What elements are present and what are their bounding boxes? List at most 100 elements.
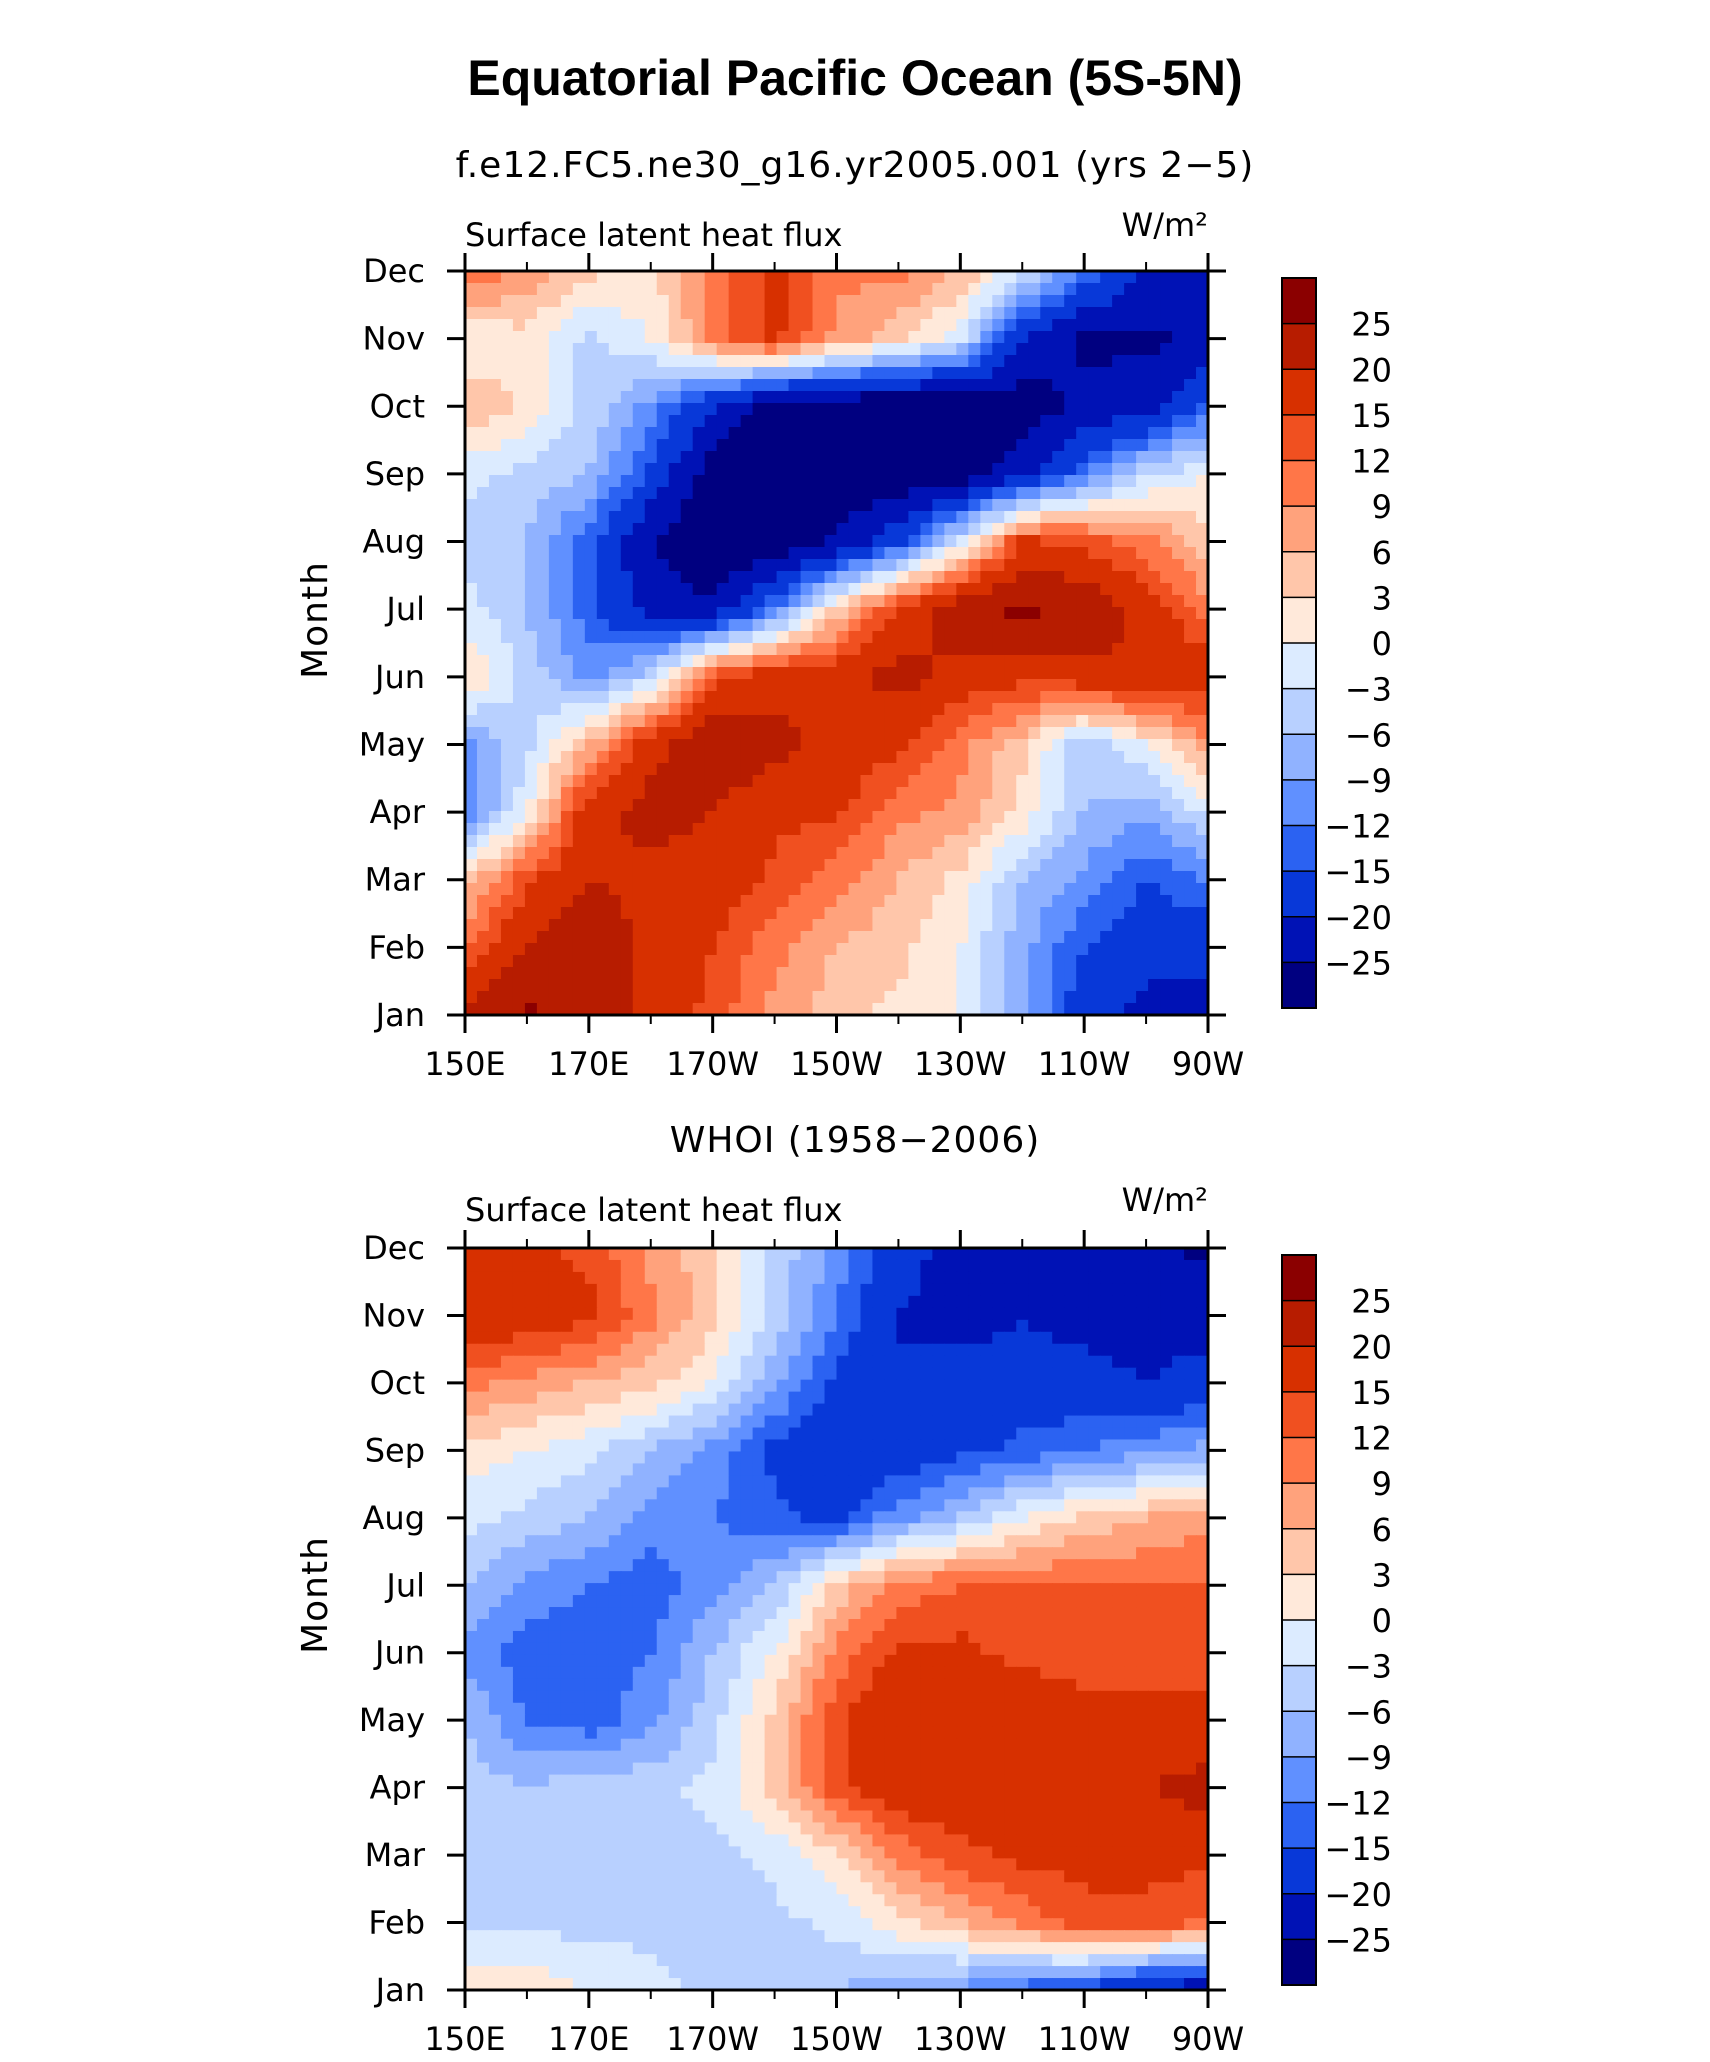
heat-cell — [1016, 535, 1029, 548]
heat-cell — [848, 1427, 862, 1441]
heat-cell — [536, 571, 550, 584]
heat-cell — [824, 715, 838, 728]
heat-cell — [1136, 1319, 1149, 1333]
heat-cell — [584, 331, 598, 344]
heat-cell — [824, 499, 838, 512]
heat-cell — [704, 703, 718, 716]
heat-cell — [764, 943, 778, 956]
heat-cell — [992, 967, 1005, 980]
heat-cell — [548, 919, 562, 932]
heat-cell — [908, 751, 922, 764]
heat-cell — [1136, 451, 1149, 464]
heat-cell — [584, 919, 598, 932]
heat-cell — [944, 967, 958, 980]
heat-cell — [932, 343, 946, 356]
heat-cell — [836, 775, 850, 788]
heat-cell — [584, 907, 598, 920]
heat-cell — [608, 775, 622, 788]
heat-cell — [956, 271, 970, 284]
heat-cell — [1040, 1307, 1053, 1321]
heat-cell — [752, 979, 766, 992]
heat-cell — [1028, 283, 1041, 296]
heat-cell — [800, 919, 814, 932]
colorbar-label: −3 — [1345, 671, 1392, 709]
heat-cell — [740, 1343, 754, 1357]
heat-cell — [548, 547, 562, 560]
heat-cell — [884, 523, 898, 536]
heat-cell — [728, 439, 742, 452]
heat-cell — [560, 1403, 574, 1417]
heat-cell — [1172, 943, 1185, 956]
heat-cell — [932, 571, 946, 584]
heat-cell — [632, 391, 646, 404]
heat-cell — [776, 1343, 790, 1357]
heat-cell — [992, 835, 1005, 848]
heat-cell — [1172, 991, 1185, 1004]
heat-cell — [1172, 1307, 1185, 1321]
heat-cell — [1016, 667, 1029, 680]
heat-cell — [704, 1259, 718, 1273]
heat-cell — [1184, 463, 1197, 476]
heat-cell — [524, 1343, 538, 1357]
heat-cell — [1088, 811, 1101, 824]
heat-cell — [728, 475, 742, 488]
heat-cell — [836, 847, 850, 860]
heat-cell — [1160, 427, 1173, 440]
heat-cell — [584, 1259, 598, 1273]
heat-cell — [1172, 1271, 1185, 1285]
heat-cell — [992, 367, 1005, 380]
heat-cell — [1136, 583, 1149, 596]
heat-cell — [1196, 787, 1209, 800]
heat-cell — [896, 895, 910, 908]
heat-cell — [1088, 439, 1101, 452]
heat-cell — [512, 475, 526, 488]
heat-cell — [1052, 943, 1065, 956]
heat-cell — [860, 535, 874, 548]
heat-cell — [1124, 403, 1137, 416]
heat-cell — [860, 763, 874, 776]
heat-cell — [524, 871, 538, 884]
heat-cell — [668, 991, 682, 1004]
heat-cell — [524, 799, 538, 812]
heat-cell — [788, 559, 802, 572]
heat-cell — [800, 1248, 814, 1261]
heat-cell — [1184, 919, 1197, 932]
heat-cell — [812, 379, 826, 392]
heat-cell — [1124, 607, 1137, 620]
heat-cell — [1124, 1259, 1137, 1273]
heat-cell — [1184, 751, 1197, 764]
heat-cell — [920, 1415, 934, 1429]
heat-cell — [620, 907, 634, 920]
heat-cell — [632, 691, 646, 704]
heat-cell — [1100, 343, 1113, 356]
heat-cell — [536, 703, 550, 716]
heat-cell — [704, 379, 718, 392]
heat-cell — [1016, 787, 1029, 800]
heat-cell — [1196, 655, 1209, 668]
heat-cell — [932, 1391, 946, 1405]
heat-cell — [896, 391, 910, 404]
heat-cell — [656, 1271, 670, 1285]
heat-cell — [560, 511, 574, 524]
heat-cell — [668, 859, 682, 872]
heat-cell — [596, 439, 610, 452]
heat-cell — [1124, 823, 1137, 836]
heat-cell — [920, 1403, 934, 1417]
heat-cell — [596, 1439, 610, 1453]
heat-cell — [656, 595, 670, 608]
heat-cell — [1040, 1331, 1053, 1345]
heat-cell — [512, 463, 526, 476]
heat-cell — [1004, 1367, 1017, 1381]
heat-cell — [1136, 643, 1149, 656]
heat-cell — [1028, 367, 1041, 380]
heat-cell — [884, 931, 898, 944]
heat-cell — [896, 1331, 910, 1345]
heat-cell — [1196, 1271, 1209, 1285]
heat-cell — [1040, 703, 1053, 716]
heat-cell — [932, 1259, 946, 1273]
heat-cell — [656, 271, 670, 284]
heat-cell — [644, 823, 658, 836]
heat-cell — [584, 799, 598, 812]
heat-cell — [500, 667, 514, 680]
heat-cell — [860, 427, 874, 440]
